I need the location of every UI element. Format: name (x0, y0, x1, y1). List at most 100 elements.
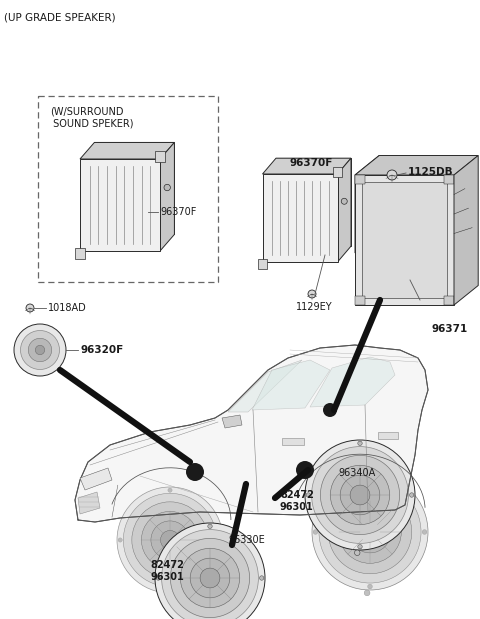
Circle shape (368, 475, 372, 480)
Text: 96371: 96371 (432, 324, 468, 334)
Text: 1018AD: 1018AD (48, 303, 87, 313)
Polygon shape (228, 360, 302, 412)
Circle shape (21, 331, 60, 370)
Circle shape (360, 522, 381, 542)
Circle shape (168, 488, 172, 492)
Circle shape (200, 568, 220, 588)
Circle shape (170, 539, 250, 618)
Circle shape (296, 461, 314, 479)
Polygon shape (95, 142, 174, 235)
Text: 1129EY: 1129EY (296, 302, 333, 312)
Polygon shape (355, 155, 379, 253)
Text: 96330E: 96330E (228, 535, 265, 545)
Bar (155, 151, 165, 162)
Polygon shape (263, 158, 351, 174)
Polygon shape (75, 345, 428, 522)
Circle shape (164, 184, 170, 191)
Circle shape (123, 493, 216, 587)
Bar (444, 175, 454, 184)
Circle shape (306, 493, 311, 497)
Circle shape (364, 590, 370, 596)
Bar (75, 248, 85, 259)
Bar (258, 259, 267, 269)
Circle shape (341, 198, 347, 204)
Circle shape (328, 490, 412, 574)
Bar (355, 175, 365, 184)
Circle shape (358, 441, 362, 446)
Text: 1125DB: 1125DB (408, 167, 454, 177)
Polygon shape (355, 155, 478, 175)
Circle shape (28, 339, 52, 361)
Text: (UP GRADE SPEAKER): (UP GRADE SPEAKER) (4, 12, 116, 22)
Circle shape (36, 345, 45, 355)
Circle shape (117, 487, 223, 593)
Polygon shape (80, 159, 160, 251)
Circle shape (218, 538, 222, 542)
Circle shape (422, 530, 427, 534)
Circle shape (355, 550, 360, 555)
Circle shape (156, 576, 160, 580)
Circle shape (160, 530, 180, 550)
Polygon shape (252, 360, 330, 410)
Bar (355, 296, 365, 305)
Polygon shape (361, 181, 447, 298)
Circle shape (14, 324, 66, 376)
Polygon shape (160, 142, 174, 251)
Polygon shape (276, 158, 351, 246)
Text: (W/SURROUND
 SOUND SPEKER): (W/SURROUND SOUND SPEKER) (50, 106, 133, 128)
Circle shape (319, 481, 421, 583)
Circle shape (340, 475, 380, 515)
Circle shape (305, 440, 415, 550)
Circle shape (368, 584, 372, 589)
Circle shape (190, 558, 230, 598)
Circle shape (168, 587, 172, 592)
Circle shape (350, 485, 370, 505)
Circle shape (358, 545, 362, 549)
Circle shape (260, 576, 264, 580)
Text: 82472: 82472 (280, 490, 314, 500)
Circle shape (323, 403, 337, 417)
Circle shape (387, 170, 397, 180)
Polygon shape (80, 468, 112, 490)
Polygon shape (222, 415, 242, 428)
Polygon shape (310, 357, 395, 407)
Polygon shape (80, 142, 174, 159)
Circle shape (151, 521, 189, 559)
Circle shape (312, 474, 428, 590)
Circle shape (339, 501, 401, 563)
Polygon shape (355, 175, 454, 305)
Text: 96301: 96301 (280, 502, 314, 512)
Text: 96370F: 96370F (160, 207, 196, 217)
Circle shape (313, 530, 318, 534)
Text: 96340A: 96340A (338, 468, 375, 478)
Circle shape (142, 511, 199, 569)
Circle shape (132, 502, 208, 578)
Circle shape (349, 511, 391, 553)
Polygon shape (263, 174, 337, 262)
Text: 96301: 96301 (150, 572, 184, 582)
Polygon shape (337, 158, 351, 262)
Text: 96320F: 96320F (80, 345, 123, 355)
Text: 82472: 82472 (150, 560, 184, 570)
Circle shape (312, 446, 408, 543)
Circle shape (180, 548, 240, 608)
Circle shape (321, 456, 399, 535)
Bar (282, 438, 304, 445)
Circle shape (409, 493, 414, 497)
Circle shape (208, 524, 212, 529)
Circle shape (186, 463, 204, 481)
Circle shape (26, 304, 34, 312)
Text: 96370F: 96370F (290, 158, 334, 168)
Polygon shape (78, 492, 100, 514)
Circle shape (308, 290, 316, 298)
Circle shape (165, 593, 170, 599)
Bar (444, 296, 454, 305)
Polygon shape (454, 155, 478, 305)
Circle shape (118, 538, 122, 542)
Circle shape (330, 465, 390, 525)
Circle shape (155, 523, 265, 619)
Circle shape (162, 530, 258, 619)
Bar (38, 96, 218, 282)
Bar (378, 432, 398, 439)
Bar (333, 167, 342, 177)
